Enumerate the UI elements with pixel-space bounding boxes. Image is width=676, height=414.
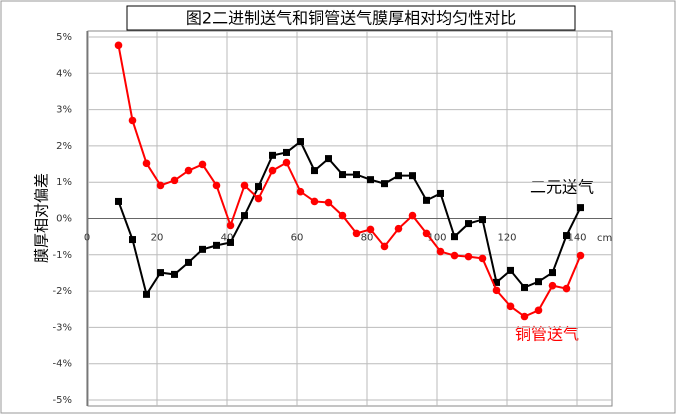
- marker: [381, 180, 388, 188]
- y-tick-label: -3%: [53, 322, 72, 333]
- x-tick-label: 120: [497, 233, 516, 244]
- marker: [451, 233, 458, 241]
- x-tick-label: 60: [291, 233, 304, 244]
- x-tick-label: 20: [151, 233, 164, 244]
- x-tick-label: 80: [361, 233, 374, 244]
- marker: [562, 284, 571, 293]
- marker: [535, 278, 542, 286]
- marker: [254, 194, 263, 203]
- marker: [577, 204, 584, 212]
- marker: [493, 278, 500, 286]
- chart-title: 图2二进制送气和铜管送气膜厚相对均匀性对比: [186, 9, 516, 28]
- marker: [226, 221, 235, 230]
- marker: [380, 242, 389, 251]
- y-tick-label: 5%: [56, 32, 72, 43]
- marker: [227, 238, 234, 246]
- marker: [171, 270, 178, 278]
- marker: [185, 258, 192, 266]
- marker: [128, 116, 137, 125]
- marker: [142, 159, 151, 168]
- marker: [520, 312, 529, 321]
- marker: [437, 189, 444, 197]
- marker: [297, 138, 304, 146]
- marker: [310, 197, 319, 206]
- y-tick-label: 3%: [56, 105, 72, 116]
- marker: [338, 211, 347, 220]
- marker: [521, 283, 528, 291]
- x-tick-label: 40: [221, 233, 234, 244]
- marker: [549, 269, 556, 277]
- marker: [507, 266, 514, 274]
- marker: [408, 211, 417, 220]
- marker: [129, 236, 136, 244]
- marker: [492, 286, 501, 295]
- marker: [325, 155, 332, 163]
- y-tick-label: -1%: [53, 250, 72, 261]
- marker: [184, 166, 193, 175]
- marker: [240, 181, 249, 190]
- series-line: [117, 45, 582, 318]
- marker: [409, 172, 416, 180]
- marker: [576, 251, 585, 260]
- marker: [436, 247, 445, 256]
- legend-label: 二元送气: [530, 178, 594, 197]
- marker: [478, 254, 487, 263]
- marker: [268, 166, 277, 175]
- marker: [395, 172, 402, 180]
- marker: [156, 181, 165, 190]
- marker: [548, 281, 557, 290]
- marker: [282, 158, 291, 167]
- y-tick-label: 0%: [56, 214, 72, 225]
- y-tick-label: -5%: [53, 395, 72, 406]
- marker: [352, 229, 361, 238]
- marker: [170, 176, 179, 185]
- marker: [506, 302, 515, 311]
- marker: [464, 252, 473, 261]
- marker: [255, 183, 262, 191]
- marker: [450, 251, 459, 260]
- title-box: [126, 5, 576, 31]
- marker: [283, 148, 290, 156]
- marker: [324, 198, 333, 207]
- marker: [534, 306, 543, 315]
- y-axis-label: 膜厚相对偏差: [33, 173, 51, 263]
- marker: [563, 232, 570, 240]
- marker: [296, 187, 305, 196]
- marker: [143, 290, 150, 298]
- marker: [241, 212, 248, 220]
- marker: [114, 41, 123, 50]
- marker: [465, 220, 472, 228]
- y-tick-label: 4%: [56, 68, 72, 79]
- legend-label: 铜管送气: [515, 325, 579, 344]
- marker: [422, 229, 431, 238]
- marker: [311, 167, 318, 175]
- series-line: [117, 139, 582, 297]
- x-tick-label: 100: [427, 233, 446, 244]
- marker: [423, 196, 430, 204]
- y-tick-label: 2%: [56, 141, 72, 152]
- marker: [213, 241, 220, 249]
- y-tick-label: 1%: [56, 177, 72, 188]
- y-tick-label: -2%: [53, 286, 72, 297]
- marker: [157, 269, 164, 277]
- marker: [115, 197, 122, 205]
- marker: [366, 225, 375, 234]
- x-unit: cm: [597, 233, 612, 244]
- marker: [339, 171, 346, 179]
- marker: [394, 224, 403, 233]
- marker: [353, 171, 360, 179]
- marker: [212, 181, 221, 190]
- marker: [479, 216, 486, 224]
- y-tick-label: -4%: [53, 359, 72, 370]
- x-tick-label: 140: [567, 233, 586, 244]
- marker: [269, 151, 276, 159]
- marker: [199, 245, 206, 253]
- marker: [198, 160, 207, 169]
- marker: [367, 176, 374, 184]
